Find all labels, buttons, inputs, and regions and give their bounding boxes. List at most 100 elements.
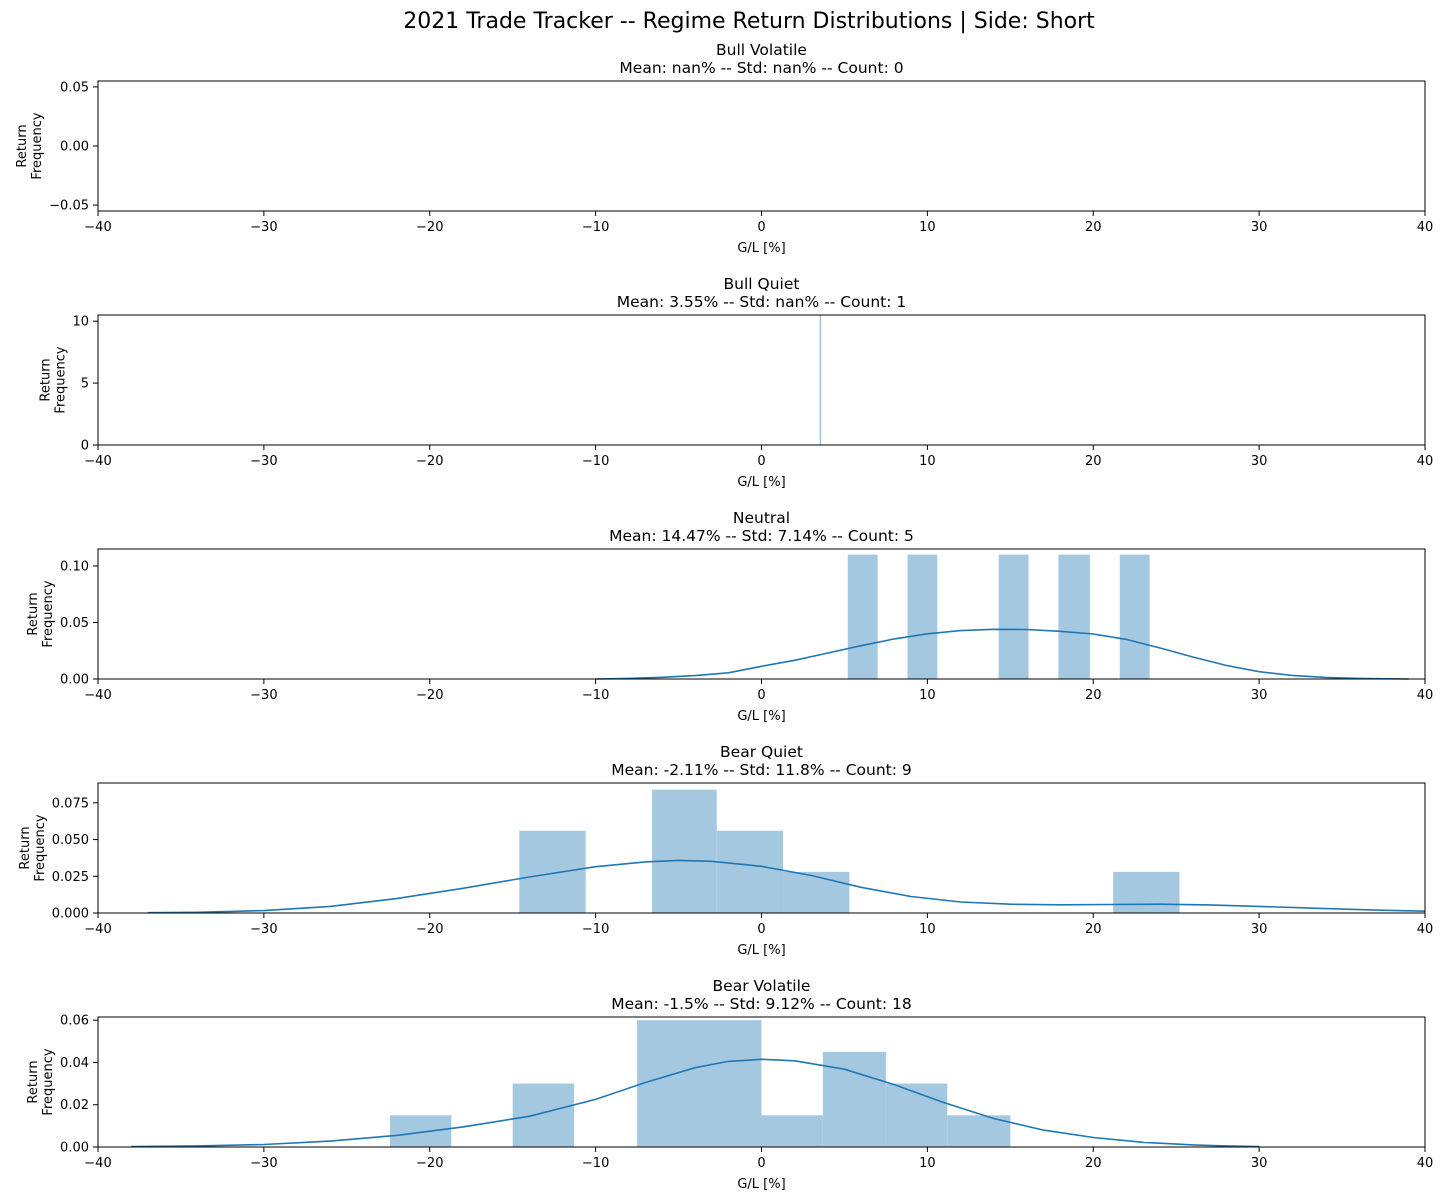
x-tick-label: −20 bbox=[416, 220, 443, 235]
histogram-bar bbox=[512, 1083, 575, 1147]
histogram-bar bbox=[761, 1115, 823, 1147]
x-tick-label: −20 bbox=[416, 1156, 443, 1171]
axes-frame bbox=[97, 314, 1426, 446]
x-tick-label: −10 bbox=[582, 688, 609, 703]
histogram-bar bbox=[907, 554, 938, 679]
x-tick-label: −20 bbox=[416, 688, 443, 703]
x-tick-label: 0 bbox=[757, 454, 765, 469]
x-tick-label: 20 bbox=[1085, 220, 1102, 235]
y-axis-label-line2: Frequency bbox=[53, 346, 68, 413]
x-tick-label: 20 bbox=[1085, 454, 1102, 469]
x-tick-label: 10 bbox=[919, 688, 936, 703]
x-tick-label: −30 bbox=[250, 1156, 277, 1171]
x-tick-label: 40 bbox=[1417, 454, 1434, 469]
histogram-bar bbox=[885, 1083, 948, 1147]
x-tick-label: −30 bbox=[250, 220, 277, 235]
y-axis-label-line2: Frequency bbox=[41, 580, 56, 647]
histogram-bar bbox=[822, 1051, 886, 1147]
x-tick-label: −10 bbox=[582, 922, 609, 937]
y-tick-label: 0.000 bbox=[52, 907, 89, 922]
y-axis-label-line2: Frequency bbox=[30, 112, 45, 179]
y-axis-label: ReturnFrequency bbox=[26, 580, 56, 647]
x-tick-label: 20 bbox=[1085, 922, 1102, 937]
x-tick-label: 40 bbox=[1417, 220, 1434, 235]
x-tick-label: −30 bbox=[250, 454, 277, 469]
x-tick-label: 20 bbox=[1085, 1156, 1102, 1171]
x-tick-label: −30 bbox=[250, 688, 277, 703]
histogram-bar bbox=[652, 789, 717, 913]
x-axis-label: G/L [%] bbox=[737, 1177, 785, 1192]
panel-stats: Mean: -2.11% -- Std: 11.8% -- Count: 9 bbox=[611, 761, 911, 779]
x-axis-label: G/L [%] bbox=[737, 475, 785, 490]
y-tick-label: 0.05 bbox=[60, 616, 89, 631]
x-tick-label: 20 bbox=[1085, 688, 1102, 703]
y-tick-label: 5 bbox=[81, 377, 89, 392]
y-axis-label-line1: Return bbox=[26, 592, 41, 635]
x-tick-label: 10 bbox=[919, 220, 936, 235]
x-tick-label: −40 bbox=[84, 688, 111, 703]
histogram-bar bbox=[389, 1115, 452, 1147]
y-axis-label: ReturnFrequency bbox=[26, 1048, 56, 1115]
panel-stats: Mean: nan% -- Std: nan% -- Count: 0 bbox=[619, 59, 903, 77]
y-tick-label: 10 bbox=[72, 315, 89, 330]
histogram-bar bbox=[1058, 554, 1090, 679]
y-tick-label: 0.00 bbox=[60, 140, 89, 155]
x-tick-label: −40 bbox=[84, 454, 111, 469]
y-axis-label: ReturnFrequency bbox=[15, 112, 45, 179]
y-tick-label: 0.04 bbox=[60, 1056, 89, 1071]
panel-stats: Mean: 3.55% -- Std: nan% -- Count: 1 bbox=[617, 293, 907, 311]
panel-stats: Mean: 14.47% -- Std: 7.14% -- Count: 5 bbox=[609, 527, 914, 545]
panel-title: Bull Volatile bbox=[716, 41, 807, 59]
histogram-bar bbox=[819, 315, 822, 445]
y-tick-label: 0 bbox=[81, 439, 89, 454]
y-tick-label: 0.050 bbox=[52, 833, 89, 848]
y-tick-label: 0.025 bbox=[52, 870, 89, 885]
y-tick-label: 0.00 bbox=[60, 673, 89, 688]
figure-title: 2021 Trade Tracker -- Regime Return Dist… bbox=[403, 9, 1095, 34]
x-tick-label: −40 bbox=[84, 922, 111, 937]
x-tick-label: 0 bbox=[757, 220, 765, 235]
x-tick-label: 0 bbox=[757, 1156, 765, 1171]
histogram-bar bbox=[637, 1020, 762, 1147]
histogram-bar bbox=[1119, 554, 1150, 679]
histogram-bar bbox=[519, 830, 586, 913]
x-tick-label: −10 bbox=[582, 1156, 609, 1171]
x-tick-label: −40 bbox=[84, 1156, 111, 1171]
x-tick-label: 10 bbox=[919, 922, 936, 937]
x-tick-label: 40 bbox=[1417, 1156, 1434, 1171]
y-axis-label-line1: Return bbox=[26, 1060, 41, 1103]
y-tick-label: 0.05 bbox=[60, 80, 89, 95]
kde-curve bbox=[131, 1058, 1260, 1148]
panel-title: Neutral bbox=[733, 509, 790, 527]
x-tick-label: 30 bbox=[1251, 220, 1268, 235]
y-axis-label-line1: Return bbox=[15, 124, 30, 167]
y-tick-label: 0.10 bbox=[60, 559, 89, 574]
y-tick-label: 0.02 bbox=[60, 1098, 89, 1113]
x-tick-label: 40 bbox=[1417, 922, 1434, 937]
x-tick-label: 30 bbox=[1251, 1156, 1268, 1171]
y-tick-label: −0.05 bbox=[49, 199, 89, 214]
axes-frame bbox=[97, 80, 1426, 212]
kde-curve bbox=[595, 628, 1409, 680]
histogram-bar bbox=[783, 871, 850, 913]
y-tick-label: 0.075 bbox=[52, 796, 89, 811]
x-tick-label: −20 bbox=[416, 454, 443, 469]
panel-stats: Mean: -1.5% -- Std: 9.12% -- Count: 18 bbox=[611, 995, 911, 1013]
panel-title: Bear Quiet bbox=[720, 743, 803, 761]
x-tick-label: 40 bbox=[1417, 688, 1434, 703]
x-tick-label: 30 bbox=[1251, 922, 1268, 937]
y-axis-label: ReturnFrequency bbox=[18, 814, 48, 881]
panel-title: Bear Volatile bbox=[713, 977, 811, 995]
y-axis-label-line2: Frequency bbox=[33, 814, 48, 881]
x-tick-label: −10 bbox=[582, 454, 609, 469]
x-tick-label: 0 bbox=[757, 922, 765, 937]
x-axis-label: G/L [%] bbox=[737, 943, 785, 958]
axes-frame bbox=[97, 548, 1426, 680]
x-tick-label: −40 bbox=[84, 220, 111, 235]
x-tick-label: 30 bbox=[1251, 454, 1268, 469]
